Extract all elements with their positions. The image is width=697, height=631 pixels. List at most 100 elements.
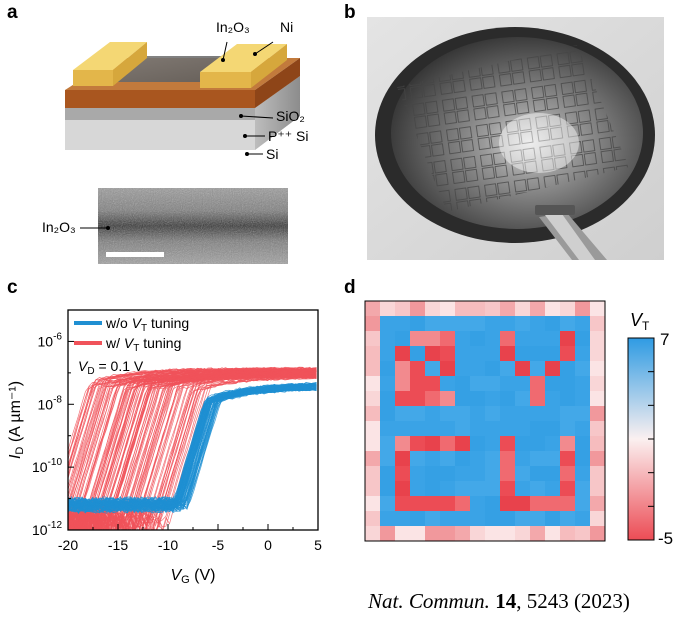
heatmap-cell [590,391,606,407]
heatmap-cell [530,526,546,542]
heatmap-cell [590,346,606,362]
heatmap-cell [485,481,501,497]
heatmap-cell [365,481,381,497]
heatmap-cell [425,526,441,542]
heatmap-cell [560,466,576,482]
heatmap-cell [395,436,411,452]
heatmap-cell [560,361,576,377]
colorbar-ticks [648,337,654,541]
heatmap-cell [560,406,576,422]
x-tick-label: 5 [314,537,322,553]
heatmap-cell [590,376,606,392]
heatmap-cell [545,481,561,497]
heatmap-cell [365,496,381,512]
heatmap-cell [395,391,411,407]
blue-curve [68,387,317,507]
heatmap-cell [410,481,426,497]
heatmap-cell [515,526,531,542]
heatmap-cell [485,436,501,452]
heatmap-cell [440,511,456,527]
heatmap-cell [425,316,441,332]
heatmap-cell [500,436,516,452]
heatmap-cell [470,496,486,512]
heatmap-cell [425,511,441,527]
heatmap-cell [485,361,501,377]
heatmap-cell [515,421,531,437]
heatmap-cell [560,376,576,392]
heatmap-cell [545,301,561,317]
heatmap-cell [545,331,561,347]
heatmap-cell [515,436,531,452]
heatmap-cell [560,421,576,437]
heatmap-cell [455,496,471,512]
heatmap-cell [380,331,396,347]
die-array [397,45,629,212]
heatmap-cell [410,346,426,362]
heatmap-cell [530,301,546,317]
heatmap-cell [440,421,456,437]
heatmap-cell [560,496,576,512]
heatmap-cell [395,316,411,332]
heatmap-cell [470,346,486,362]
heatmap-cell [440,316,456,332]
heatmap-cell [530,316,546,332]
heatmap-cell [500,406,516,422]
heatmap-cell [530,331,546,347]
heatmap-cell [500,331,516,347]
heatmap-cell [500,466,516,482]
citation-journal: Nat. Commun. [368,589,490,613]
panel-a-label: a [7,2,18,23]
heatmap-cell [560,436,576,452]
heatmap-cell [410,361,426,377]
heatmap-cell [455,406,471,422]
heatmap-cell [440,376,456,392]
ni-contact-right [200,44,287,72]
heatmap-cell [395,466,411,482]
heatmap-cell [380,361,396,377]
heatmap-cell [590,526,606,542]
heatmap-cell [470,301,486,317]
heatmap-cell [365,421,381,437]
heatmap-cell [440,331,456,347]
heatmap-cell [545,391,561,407]
heatmap-cell [470,436,486,452]
vt-heatmap: VT 7 -5 [364,300,673,546]
heatmap-cell [575,316,591,332]
heatmap-cell [380,496,396,512]
heatmap-cell [560,346,576,362]
heatmap-cell [410,421,426,437]
heatmap-cell [470,526,486,542]
heatmap-cell [425,361,441,377]
heatmap-cell [500,511,516,527]
heatmap-cell [485,421,501,437]
heatmap-cell [485,406,501,422]
heatmap-cell [425,496,441,512]
heatmap-cell [590,436,606,452]
heatmap-cell [470,391,486,407]
heatmap-cell [545,511,561,527]
x-tick-label: -15 [108,537,128,553]
heatmap-cell [440,451,456,467]
heatmap-cell [395,451,411,467]
heatmap-cell [500,451,516,467]
heatmap-cell [425,301,441,317]
heatmap-cell [560,451,576,467]
heatmap-cell [440,361,456,377]
heatmap-cell [575,391,591,407]
heatmap-cell [365,376,381,392]
heatmap-cell [395,376,411,392]
heatmap-cell [440,481,456,497]
heatmap-cell [365,511,381,527]
tem-image [98,188,288,264]
heatmap-cell [575,346,591,362]
heatmap-cell [545,376,561,392]
red-curve [72,373,317,530]
ni-contact-left [73,42,147,70]
red-curve [68,366,317,479]
heatmap-cell [485,451,501,467]
red-curve [68,367,317,530]
heatmap-cell [470,451,486,467]
heatmap-cell [560,511,576,527]
heatmap-cell [440,346,456,362]
heatmap-cell [470,406,486,422]
